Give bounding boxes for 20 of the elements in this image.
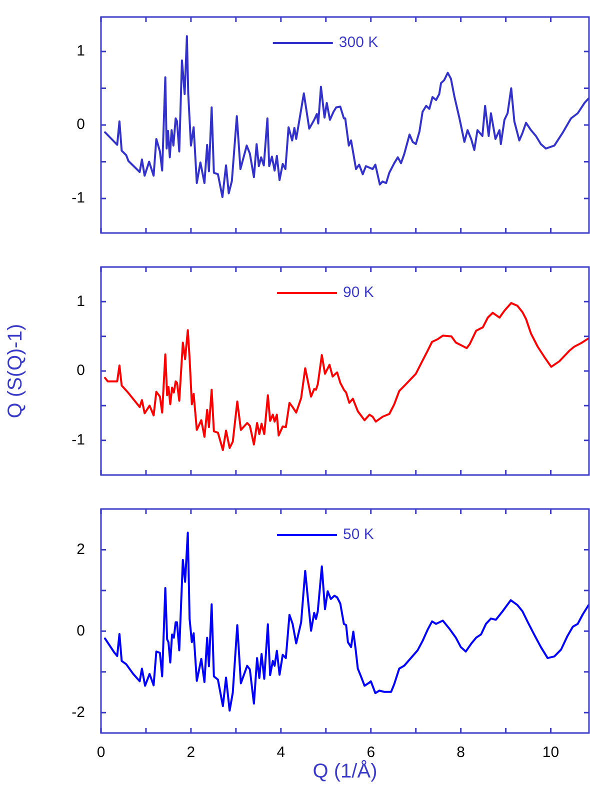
y-tick-label: 0	[76, 622, 85, 640]
legend-label: 90 K	[343, 284, 374, 302]
x-tick-label: 6	[366, 744, 376, 762]
legend-label: 50 K	[343, 526, 374, 544]
y-tick-label: -2	[72, 704, 85, 721]
x-tick-label: 8	[456, 744, 465, 762]
y-tick-label: 2	[76, 540, 85, 558]
y-axis-title: Q (S(Q)-1)	[4, 324, 27, 418]
x-axis-title: Q (1/Å)	[312, 760, 378, 783]
x-tick-label: 2	[186, 744, 196, 762]
y-tick-label: -1	[72, 190, 85, 207]
x-tick-label: 4	[276, 744, 286, 762]
x-tick-label: 0	[96, 744, 106, 762]
y-tick-label: -1	[72, 431, 85, 448]
y-tick-label: 1	[76, 42, 85, 60]
legend-label: 300 K	[338, 34, 378, 52]
x-tick-label: 10	[542, 744, 560, 762]
y-tick-label: 0	[76, 362, 85, 380]
y-tick-label: 1	[76, 292, 85, 310]
y-tick-label: 0	[76, 116, 85, 134]
